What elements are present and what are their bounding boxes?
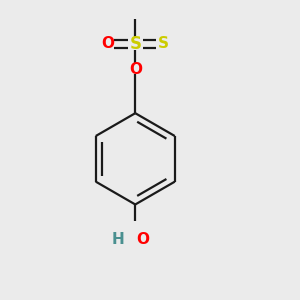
Text: O: O: [136, 232, 149, 247]
Text: O: O: [129, 61, 142, 76]
Text: S: S: [129, 35, 141, 53]
Text: H: H: [111, 232, 124, 247]
Text: S: S: [158, 37, 169, 52]
Text: O: O: [101, 37, 114, 52]
